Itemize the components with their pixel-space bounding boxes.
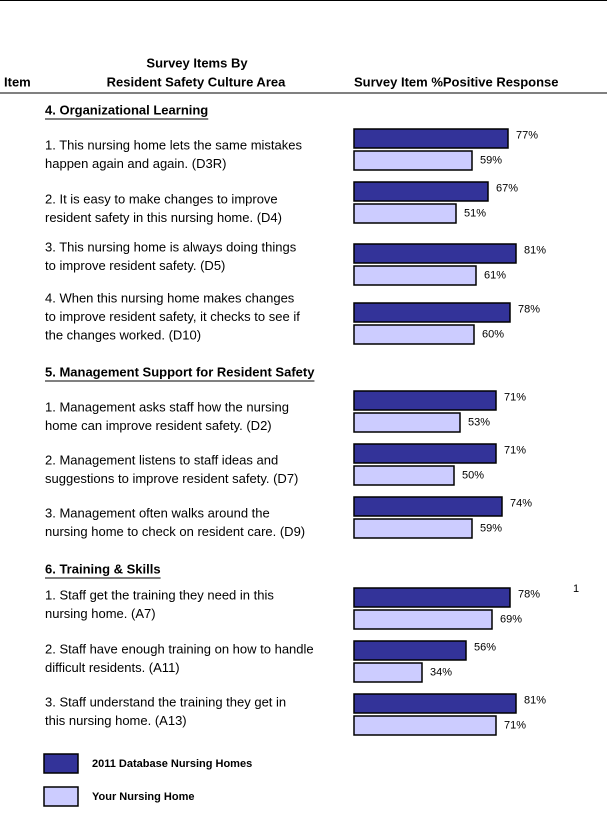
bar [353,587,511,608]
page-number: 1 [573,583,579,595]
section-title: 5. Management Support for Resident Safet… [45,364,315,379]
value-label: 51% [464,207,486,219]
value-label: 60% [482,328,504,340]
value-label: 69% [500,613,522,625]
bar [353,181,489,202]
header-item: Item [4,74,31,89]
bar [353,390,497,411]
item-text: 2. Management listens to staff ideas and [45,452,278,467]
item-text: nursing home. (A7) [45,606,156,621]
item-text: difficult residents. (A11) [45,660,180,675]
item-text: home can improve resident safety. (D2) [45,418,272,433]
item-text: 4. When this nursing home makes changes [45,290,295,305]
value-label: 78% [518,303,540,315]
bar [353,324,475,345]
item-text: resident safety in this nursing home. (D… [45,210,282,225]
value-label: 53% [468,416,490,428]
item-text: happen again and again. (D3R) [45,156,226,171]
value-label: 71% [504,719,526,731]
value-label: 61% [484,269,506,281]
value-label: 50% [462,469,484,481]
bar [353,150,473,171]
item-text: nursing home to check on resident care. … [45,524,305,539]
header-survey-items: Survey Items By [146,55,248,70]
legend-label: Your Nursing Home [92,791,194,803]
value-label: 71% [504,391,526,403]
header-response: Survey Item %Positive Response [354,74,558,89]
legend-swatch [43,786,79,807]
value-label: 59% [480,522,502,534]
item-text: 3. Staff understand the training they ge… [45,694,286,709]
bar [353,412,461,433]
item-text: suggestions to improve resident safety. … [45,471,298,486]
bar [353,128,509,149]
value-label: 67% [496,182,518,194]
value-label: 59% [480,154,502,166]
value-label: 81% [524,244,546,256]
value-label: 71% [504,444,526,456]
section-title: 4. Organizational Learning [45,102,208,117]
value-label: 74% [510,497,532,509]
bar [353,662,423,683]
section-title: 6. Training & Skills [45,561,161,576]
item-text: to improve resident safety. (D5) [45,258,225,273]
bar [353,302,511,323]
item-text: 1. Staff get the training they need in t… [45,587,274,602]
bar [353,640,467,661]
item-text: 1. This nursing home lets the same mista… [45,137,302,152]
item-text: 3. Management often walks around the [45,505,270,520]
item-text: 2. Staff have enough training on how to … [45,641,314,656]
item-text: this nursing home. (A13) [45,713,187,728]
header-survey-items: Resident Safety Culture Area [107,74,286,89]
item-text: to improve resident safety, it checks to… [45,309,300,324]
bar [353,265,477,286]
item-text: the changes worked. (D10) [45,327,201,342]
bar [353,465,455,486]
item-text: 1. Management asks staff how the nursing [45,399,289,414]
bar [353,518,473,539]
bar [353,693,517,714]
value-label: 56% [474,641,496,653]
value-label: 78% [518,588,540,600]
bar [353,496,503,517]
bar [353,715,497,736]
item-text: 3. This nursing home is always doing thi… [45,239,297,254]
bar [353,443,497,464]
value-label: 77% [516,129,538,141]
bar [353,243,517,264]
legend-label: 2011 Database Nursing Homes [92,758,252,770]
value-label: 34% [430,666,452,678]
legend-swatch [43,753,79,774]
bar [353,203,457,224]
item-text: 2. It is easy to make changes to improve [45,191,278,206]
value-label: 81% [524,694,546,706]
bar [353,609,493,630]
